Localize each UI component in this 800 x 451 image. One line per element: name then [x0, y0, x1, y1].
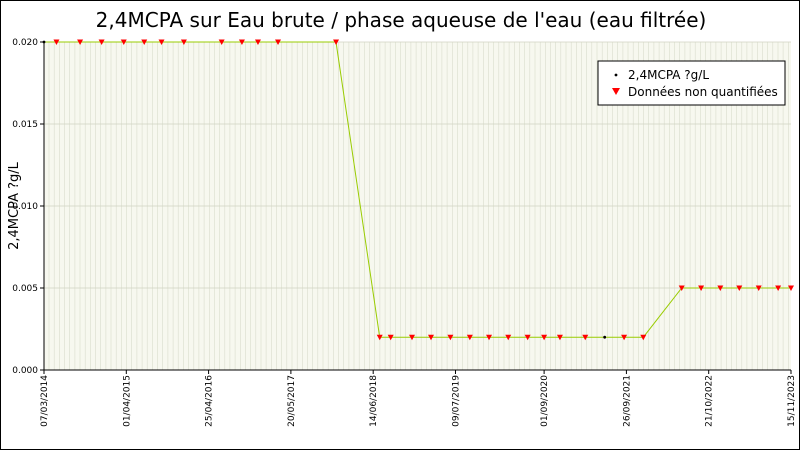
data-point-non-quantified: [582, 334, 589, 341]
x-tick-label: 25/04/2016: [205, 375, 215, 427]
data-point-non-quantified: [428, 334, 435, 341]
x-tick-label: 01/04/2015: [122, 375, 132, 427]
legend-box: [597, 60, 786, 106]
x-tick-label: 09/07/2019: [451, 375, 461, 427]
data-point-non-quantified: [466, 334, 473, 341]
chart-title: 2,4MCPA sur Eau brute / phase aqueuse de…: [96, 8, 707, 32]
data-point-quantified: [603, 335, 607, 339]
data-point-non-quantified: [238, 39, 245, 45]
y-tick-label: 0.000: [12, 366, 38, 376]
data-point-non-quantified: [120, 39, 127, 45]
data-point-non-quantified: [717, 285, 724, 291]
legend-marker-non-quantified: [612, 88, 620, 95]
x-tick-label: 15/11/2023: [787, 375, 797, 427]
data-point-non-quantified: [333, 39, 340, 45]
data-point-non-quantified: [409, 334, 416, 341]
x-tick-label: 07/03/2014: [40, 375, 50, 427]
legend-marker-quantified: [614, 73, 618, 77]
x-tick-label: 26/09/2021: [622, 375, 632, 427]
data-point-non-quantified: [640, 334, 647, 341]
data-point-non-quantified: [53, 39, 60, 45]
data-point-non-quantified: [698, 285, 705, 291]
x-tick-label: 21/10/2022: [705, 375, 715, 427]
data-point-non-quantified: [447, 334, 454, 341]
data-point-non-quantified: [541, 334, 548, 341]
data-point-non-quantified: [158, 39, 165, 45]
x-tick-label: 14/06/2018: [369, 375, 379, 427]
y-tick-label: 0.020: [12, 38, 38, 48]
y-tick-label: 0.010: [12, 202, 38, 212]
data-point-non-quantified: [524, 334, 531, 341]
data-point-non-quantified: [387, 334, 394, 341]
data-point-quantified: [42, 40, 46, 44]
data-point-non-quantified: [621, 334, 628, 341]
y-tick-label: 0.015: [12, 120, 38, 130]
data-point-non-quantified: [141, 39, 148, 45]
data-point-non-quantified: [77, 39, 84, 45]
data-point-non-quantified: [755, 285, 762, 291]
data-point-non-quantified: [98, 39, 105, 45]
x-tick-label: 20/05/2017: [287, 375, 297, 427]
legend-label-non-quantified: Données non quantifiées: [628, 85, 778, 99]
legend-label-quantified: 2,4MCPA ?g/L: [628, 68, 709, 82]
data-point-non-quantified: [775, 285, 782, 291]
data-point-non-quantified: [218, 39, 225, 45]
data-point-non-quantified: [505, 334, 512, 341]
y-tick-label: 0.005: [12, 284, 38, 294]
data-point-non-quantified: [180, 39, 187, 45]
data-point-non-quantified: [254, 39, 261, 45]
data-point-non-quantified: [486, 334, 493, 341]
x-tick-label: 01/09/2020: [540, 375, 550, 427]
data-point-non-quantified: [275, 39, 282, 45]
y-axis-label: 2,4MCPA ?g/L: [7, 161, 22, 250]
data-point-non-quantified: [376, 334, 383, 341]
data-point-non-quantified: [678, 285, 685, 291]
data-point-non-quantified: [788, 285, 794, 291]
data-point-non-quantified: [556, 334, 563, 341]
data-point-non-quantified: [736, 285, 743, 291]
legend: 2,4MCPA ?g/L Données non quantifiées: [597, 60, 786, 106]
